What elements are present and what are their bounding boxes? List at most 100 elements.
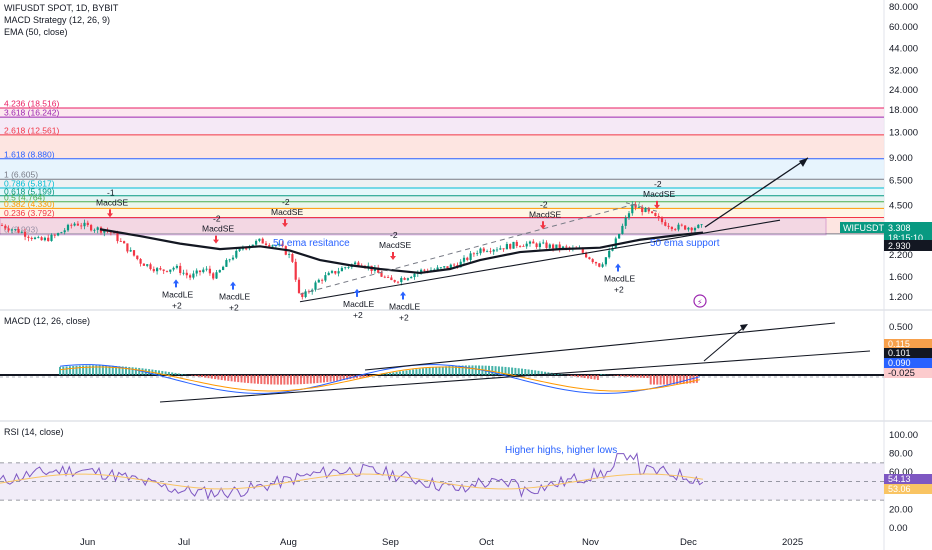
macd-histogram-bar xyxy=(197,375,200,377)
signal-marker[interactable]: MacdSE-2 xyxy=(271,197,303,228)
arrow-down-icon xyxy=(213,235,219,244)
macd-histogram-bar xyxy=(247,375,250,384)
ema-tag-value: 2.930 xyxy=(888,241,911,251)
candle-body xyxy=(321,279,324,281)
candle-body xyxy=(631,204,634,214)
candle-body xyxy=(697,224,700,229)
signal-marker[interactable]: MacdLE+2 xyxy=(604,263,636,294)
rsi-title: RSI (14, close) xyxy=(4,427,64,437)
candle-body xyxy=(93,229,96,231)
signal-marker[interactable]: MacdSE-2 xyxy=(202,214,234,244)
candle-body xyxy=(165,270,169,272)
macd-histogram-bar xyxy=(451,365,454,375)
price-tag: WIFUSDT 3.308 18:15:10 2.930 xyxy=(840,222,932,251)
candle-body xyxy=(476,253,479,255)
signal-marker[interactable]: MacdLE+2 xyxy=(162,279,194,310)
candle-body xyxy=(301,292,304,298)
candle-body xyxy=(182,272,185,274)
candle-body xyxy=(621,225,624,234)
price-tick-label: 18.000 xyxy=(889,105,918,116)
candle-body xyxy=(561,246,565,249)
macd-histogram-bar xyxy=(530,369,533,375)
candle-body xyxy=(238,248,241,251)
macd-histogram-bar xyxy=(438,366,441,375)
candle-body xyxy=(664,222,667,226)
macd-histogram-bar xyxy=(478,365,481,375)
candle-body xyxy=(149,264,152,270)
rsi-tick-label: 20.00 xyxy=(889,504,913,515)
candle-body xyxy=(466,257,469,260)
signal-label: MacdSE xyxy=(643,189,675,199)
macd-histogram-bar xyxy=(336,375,339,381)
macd-histogram-bar xyxy=(125,366,127,375)
macd-histogram-bar xyxy=(319,375,322,383)
macd-panel[interactable]: MACD (12, 26, close) 0.500 -0.025 0.1150.1… xyxy=(0,316,932,403)
signal-marker[interactable]: MacdLE+2 xyxy=(219,281,251,313)
candle-body xyxy=(684,225,687,230)
signal-marker[interactable]: MacdLE+2 xyxy=(389,291,421,322)
macd-histogram-bar xyxy=(174,372,177,375)
macd-histogram-bar xyxy=(600,373,603,375)
rsi-panel[interactable]: RSI (14, close) Higher highs, higher low… xyxy=(0,427,932,534)
macd-histogram-bar xyxy=(587,375,589,379)
rsi-value-tag xyxy=(884,484,932,494)
candle-body xyxy=(601,264,604,267)
ema-line xyxy=(99,228,704,275)
macd-histogram-bar xyxy=(266,375,269,385)
macd-histogram-bar xyxy=(389,372,391,375)
macd-histogram-bar xyxy=(217,375,220,380)
macd-histogram-bar xyxy=(111,365,114,375)
candle-body xyxy=(667,225,670,227)
candle-body xyxy=(453,264,456,266)
macd-histogram-bar xyxy=(395,371,398,375)
macd-histogram-bar xyxy=(570,375,573,376)
candle-body xyxy=(255,240,258,245)
macd-histogram-bar xyxy=(263,375,266,385)
price-tick-label: 60.000 xyxy=(889,22,918,33)
signal-marker[interactable]: MacdSE-2 xyxy=(529,199,561,230)
candle-body xyxy=(479,248,482,254)
macd-histogram-bar xyxy=(62,366,65,375)
macd-histogram-bar xyxy=(672,375,675,385)
arrow-down-icon xyxy=(540,221,546,230)
arrow-up-icon xyxy=(173,279,179,288)
candle-body xyxy=(132,250,136,256)
fib-label: 0.786 (5.817) xyxy=(4,179,55,189)
time-axis[interactable]: Jun Jul Aug Sep Oct Nov Dec 2025 xyxy=(80,537,803,548)
signal-qty: -2 xyxy=(390,230,398,240)
candle-body xyxy=(281,243,284,247)
candle-body xyxy=(548,244,551,248)
signal-qty: +2 xyxy=(229,303,239,313)
macd-histogram-bar xyxy=(131,367,134,375)
candle-body xyxy=(24,231,27,237)
signal-marker[interactable]: MacdSE-1 xyxy=(96,187,128,218)
chart-title: WIFUSDT SPOT, 1D, BYBIT xyxy=(4,3,119,13)
macd-histogram-bar xyxy=(68,366,71,375)
price-panel[interactable]: 4.236 (18.516)3.618 (16.242) 2.618 (12.56… xyxy=(0,2,932,322)
signal-marker[interactable]: MacdLE+2 xyxy=(343,288,375,320)
candle-body xyxy=(50,234,53,241)
macd-histogram-bar xyxy=(679,375,682,385)
macd-histogram-bar xyxy=(524,369,527,375)
rsi-tick-label: 100.00 xyxy=(889,430,918,441)
target-arrow-line xyxy=(704,157,809,228)
candle-body xyxy=(512,241,515,249)
signal-marker[interactable]: MacdSE-2 xyxy=(643,179,675,209)
macd-histogram-bar xyxy=(418,368,421,375)
candle-body xyxy=(509,244,512,249)
macd-histogram-bar xyxy=(593,375,596,380)
signal-marker[interactable]: MacdSE-2 xyxy=(379,230,411,261)
macd-histogram-bar xyxy=(501,366,504,375)
candle-body xyxy=(535,243,538,248)
candle-body xyxy=(519,245,522,247)
candle-body xyxy=(469,253,472,260)
candle-body xyxy=(241,248,244,250)
time-tick-label: Jul xyxy=(178,537,190,548)
candle-body xyxy=(347,267,350,268)
candle-body xyxy=(354,262,357,265)
candle-body xyxy=(413,273,416,278)
lightning-icon[interactable]: ⚡ xyxy=(693,294,707,308)
